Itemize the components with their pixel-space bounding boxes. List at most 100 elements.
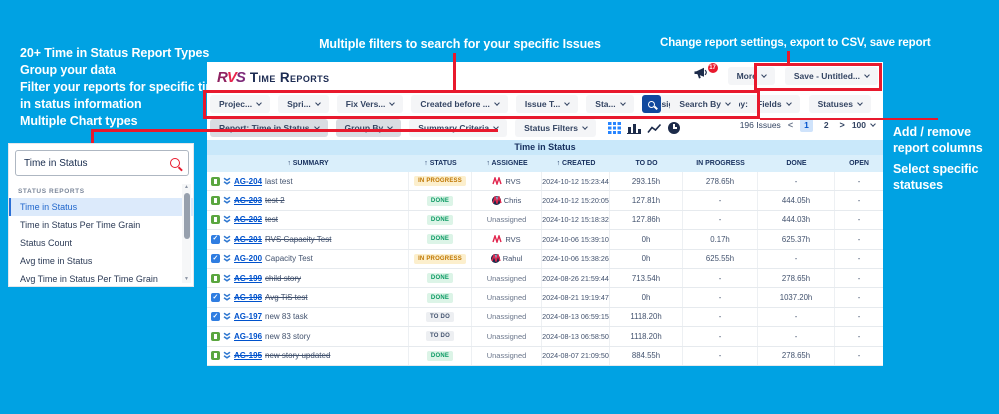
issue-key-link[interactable]: AG-195 [234, 351, 263, 361]
created-cell: 2024-10-12 15:20:05 [542, 191, 610, 210]
issue-key-link[interactable]: AG-200 [234, 254, 263, 264]
annotation-pointer-line [760, 118, 938, 120]
next-page-icon[interactable]: > [839, 120, 845, 130]
annotation-line: Multiple Chart types [20, 114, 138, 128]
issue-summary: last test [265, 176, 293, 186]
page-1-button[interactable]: 1 [800, 118, 813, 132]
search-by-button[interactable]: Search By [670, 95, 739, 113]
column-header-open[interactable]: OPEN [849, 160, 869, 167]
page-2-button[interactable]: 2 [823, 120, 829, 130]
bar-chart-view-icon[interactable] [627, 122, 641, 134]
assignee-name: Unassigned [486, 215, 527, 225]
issue-summary: test [265, 215, 278, 225]
assignee-cell: RVS [472, 230, 542, 249]
done-cell: 278.65h [758, 268, 835, 288]
created-cell: 2024-10-06 15:39:10 [542, 230, 610, 249]
assignee-cell: Unassigned [472, 327, 542, 346]
assignee-cell: Unassigned [472, 268, 542, 288]
save-button[interactable]: Save - Untitled... [784, 67, 878, 85]
issue-key-link[interactable]: AG-196 [234, 331, 263, 341]
scrollbar-thumb[interactable] [183, 193, 190, 239]
open-cell: - [857, 196, 861, 206]
issue-type-filter[interactable]: Issue T... [515, 95, 579, 113]
inprogress-cell: - [683, 191, 758, 210]
status-badge: IN PROGRESS [414, 176, 466, 187]
created-before-filter[interactable]: Created before ... [411, 95, 508, 113]
app-title: Time Reports [249, 70, 330, 85]
annotation-pointer-line [453, 53, 456, 91]
annotation-line: 20+ Time in Status Report Types [20, 46, 210, 60]
issue-type-icon [211, 176, 220, 186]
table-view-icon[interactable] [608, 122, 621, 134]
issue-key-link[interactable]: AG-203 [234, 196, 263, 206]
fields-button[interactable]: Fields [748, 95, 800, 113]
column-header-assignee[interactable]: ↑ ASSIGNEE [486, 160, 528, 167]
priority-lowest-icon [223, 235, 231, 244]
inprogress-cell: - [683, 268, 758, 288]
report-option[interactable]: Status Count [20, 238, 73, 248]
fix-version-filter[interactable]: Fix Vers... [336, 95, 404, 113]
prev-page-icon[interactable]: < [787, 120, 794, 130]
line-chart-view-icon[interactable] [647, 123, 662, 134]
scroll-down-icon[interactable]: ▼ [184, 276, 189, 282]
column-header-status[interactable]: ↑ STATUS [424, 160, 457, 167]
announcement-icon[interactable]: 17 [694, 63, 718, 85]
report-option[interactable]: Time in Status Per Time Grain [20, 220, 141, 230]
issue-type-icon [211, 351, 220, 361]
search-button[interactable] [642, 95, 662, 113]
statuses-button[interactable]: Statuses [808, 95, 871, 113]
open-cell: - [857, 273, 861, 283]
status-badge: DONE [426, 292, 454, 303]
time-view-icon[interactable] [668, 122, 680, 134]
issue-key-link[interactable]: AG-197 [234, 312, 263, 322]
column-header-summary[interactable]: ↑ SUMMARY [287, 160, 329, 167]
issue-key-link[interactable]: AG-202 [234, 215, 263, 225]
sprint-filter[interactable]: Spri... [278, 95, 329, 113]
column-header-todo[interactable]: TO DO [635, 160, 658, 167]
report-option[interactable]: Avg time in Status [20, 256, 93, 266]
report-search-input[interactable]: Time in Status [15, 150, 189, 176]
column-header-created[interactable]: ↑ CREATED [556, 160, 596, 167]
page-size-select[interactable]: 100 [852, 120, 876, 130]
todo-cell: 1118.20h [610, 327, 683, 346]
report-picker-panel: Time in Status STATUS REPORTS Time in St… [8, 143, 194, 287]
annotation-pointer-line [787, 51, 790, 64]
column-header-done[interactable]: DONE [786, 160, 807, 167]
report-option[interactable]: Avg Time in Status Per Time Grain [20, 274, 158, 284]
issue-type-icon [211, 293, 220, 303]
group-by-button[interactable]: Group By [335, 119, 402, 137]
view-switcher [608, 122, 680, 134]
status-filters-button[interactable]: Status Filters [515, 119, 596, 137]
annotation-connector-line [91, 129, 94, 143]
more-button[interactable]: More [727, 67, 775, 85]
scroll-up-icon[interactable]: ▲ [184, 184, 189, 190]
summary-criteria-button[interactable]: Summary Criteria [409, 119, 508, 137]
report-type-button[interactable]: Report: Time in Status [210, 119, 328, 137]
inprogress-cell: - [683, 210, 758, 230]
issue-key-link[interactable]: AG-204 [234, 176, 263, 186]
assignee-cell: Unassigned [472, 288, 542, 307]
issue-type-icon [211, 196, 220, 206]
issue-key-link[interactable]: AG-201 [234, 234, 263, 244]
report-option[interactable]: Time in Status [9, 198, 193, 216]
status-badge: DONE [426, 214, 454, 225]
column-header-inprogress[interactable]: IN PROGRESS [696, 160, 745, 167]
issue-key-link[interactable]: AG-198 [234, 293, 263, 303]
scrollbar[interactable]: ▲ ▼ [182, 184, 191, 283]
open-cell: - [857, 176, 861, 186]
chevron-down-icon [761, 72, 767, 79]
assignee-cell: Rahul [472, 249, 542, 268]
issue-type-icon [211, 273, 220, 283]
project-filter[interactable]: Projec... [210, 95, 271, 113]
inprogress-cell: - [683, 288, 758, 307]
status-badge: DONE [426, 195, 454, 206]
status-filter[interactable]: Sta... [586, 95, 634, 113]
chevron-down-icon [314, 100, 321, 107]
inprogress-cell: - [683, 327, 758, 346]
created-cell: 2024-10-06 15:38:26 [542, 249, 610, 268]
issue-summary: child story [265, 273, 302, 283]
chevron-down-icon [870, 121, 876, 128]
done-cell: - [758, 307, 835, 327]
status-badge: DONE [426, 234, 454, 245]
issue-key-link[interactable]: AG-199 [234, 273, 263, 283]
